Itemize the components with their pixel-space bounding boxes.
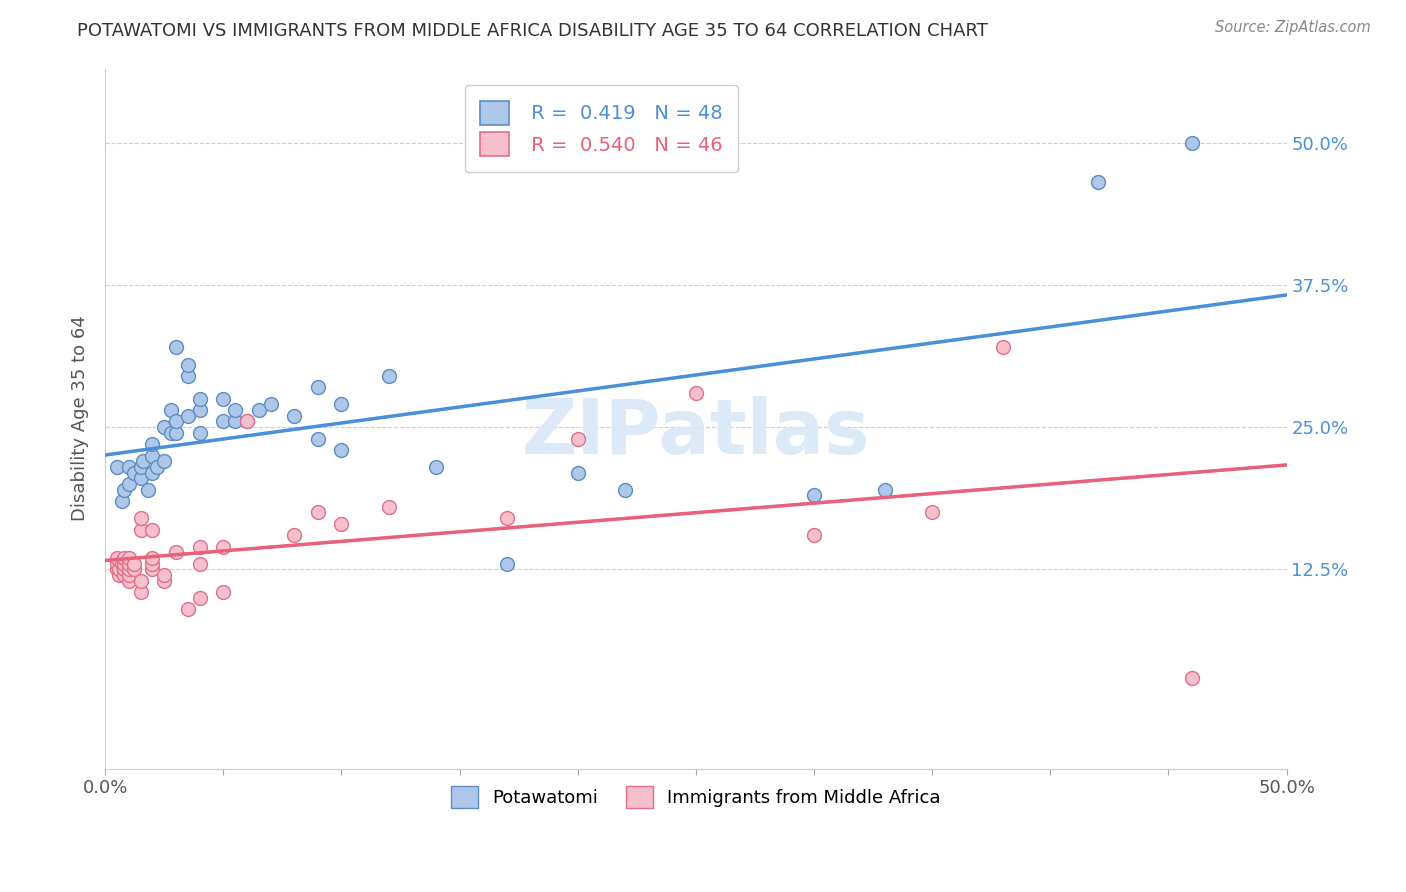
Point: [1181, 671, 1204, 685]
Point: [129, 585, 152, 599]
Point: [160, 403, 183, 417]
Point: [330, 397, 353, 411]
Point: [129, 574, 152, 588]
Point: [141, 523, 163, 537]
Point: [160, 425, 183, 440]
Point: [118, 562, 141, 576]
Point: [118, 551, 141, 566]
Point: [614, 483, 637, 497]
Point: [136, 483, 159, 497]
Point: [283, 409, 305, 423]
Point: [105, 460, 128, 475]
Text: ZIPatlas: ZIPatlas: [522, 395, 870, 469]
Point: [111, 494, 134, 508]
Point: [165, 340, 187, 354]
Point: [188, 392, 211, 406]
Point: [122, 562, 145, 576]
Point: [141, 437, 163, 451]
Point: [212, 392, 235, 406]
Point: [188, 591, 211, 605]
Point: [122, 557, 145, 571]
Point: [567, 466, 589, 480]
Point: [236, 414, 259, 428]
Legend: Potawatomi, Immigrants from Middle Africa: Potawatomi, Immigrants from Middle Afric…: [444, 779, 948, 815]
Point: [803, 528, 825, 542]
Point: [141, 562, 163, 576]
Point: [330, 516, 353, 531]
Point: [108, 568, 131, 582]
Point: [991, 340, 1014, 354]
Point: [377, 368, 399, 383]
Point: [377, 500, 399, 514]
Point: [105, 551, 128, 566]
Point: [224, 414, 246, 428]
Point: [105, 562, 128, 576]
Point: [153, 568, 176, 582]
Point: [188, 425, 211, 440]
Y-axis label: Disability Age 35 to 64: Disability Age 35 to 64: [72, 316, 89, 522]
Point: [118, 557, 141, 571]
Point: [685, 386, 707, 401]
Point: [236, 414, 259, 428]
Point: [153, 574, 176, 588]
Point: [118, 460, 141, 475]
Point: [567, 432, 589, 446]
Point: [283, 528, 305, 542]
Point: [212, 585, 235, 599]
Point: [153, 420, 176, 434]
Point: [307, 380, 329, 394]
Point: [111, 557, 134, 571]
Point: [425, 460, 447, 475]
Point: [259, 397, 281, 411]
Point: [165, 545, 187, 559]
Point: [177, 409, 200, 423]
Point: [177, 358, 200, 372]
Point: [212, 540, 235, 554]
Point: [118, 568, 141, 582]
Point: [105, 557, 128, 571]
Point: [112, 483, 135, 497]
Point: [141, 466, 163, 480]
Point: [873, 483, 896, 497]
Point: [177, 602, 200, 616]
Point: [224, 403, 246, 417]
Point: [129, 460, 152, 475]
Point: [307, 432, 329, 446]
Point: [129, 511, 152, 525]
Point: [188, 557, 211, 571]
Point: [153, 454, 176, 468]
Point: [129, 471, 152, 485]
Point: [247, 403, 270, 417]
Point: [112, 568, 135, 582]
Text: Source: ZipAtlas.com: Source: ZipAtlas.com: [1215, 20, 1371, 35]
Text: POTAWATOMI VS IMMIGRANTS FROM MIDDLE AFRICA DISABILITY AGE 35 TO 64 CORRELATION : POTAWATOMI VS IMMIGRANTS FROM MIDDLE AFR…: [77, 22, 988, 40]
Point: [146, 460, 169, 475]
Point: [141, 449, 163, 463]
Point: [188, 403, 211, 417]
Point: [112, 551, 135, 566]
Point: [330, 442, 353, 457]
Point: [132, 454, 155, 468]
Point: [129, 523, 152, 537]
Point: [165, 425, 187, 440]
Point: [496, 511, 519, 525]
Point: [1087, 175, 1109, 189]
Point: [122, 466, 145, 480]
Point: [496, 557, 519, 571]
Point: [118, 574, 141, 588]
Point: [141, 551, 163, 566]
Point: [212, 414, 235, 428]
Point: [307, 506, 329, 520]
Point: [108, 562, 131, 576]
Point: [165, 414, 187, 428]
Point: [141, 557, 163, 571]
Point: [188, 540, 211, 554]
Point: [177, 368, 200, 383]
Point: [921, 506, 943, 520]
Point: [803, 488, 825, 502]
Point: [118, 477, 141, 491]
Point: [1181, 136, 1204, 150]
Point: [112, 562, 135, 576]
Point: [112, 557, 135, 571]
